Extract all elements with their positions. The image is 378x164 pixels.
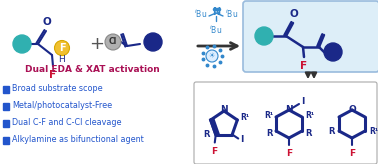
Text: F: F [286, 149, 292, 158]
Text: N: N [220, 105, 228, 114]
Text: N: N [212, 7, 220, 17]
Text: R¹: R¹ [264, 111, 273, 120]
Text: R¹: R¹ [305, 111, 314, 120]
Text: R¹: R¹ [240, 113, 249, 123]
Text: $^i$Bu: $^i$Bu [225, 8, 238, 20]
Text: F: F [301, 61, 308, 71]
FancyBboxPatch shape [243, 1, 378, 72]
Text: R: R [328, 126, 335, 135]
Text: F: F [211, 146, 217, 155]
Text: N: N [285, 104, 293, 113]
Text: $^i$Bu: $^i$Bu [194, 8, 207, 20]
Text: Dual EDA & XAT activation: Dual EDA & XAT activation [25, 65, 160, 74]
FancyBboxPatch shape [194, 82, 377, 164]
Text: O: O [290, 9, 298, 19]
Text: I: I [301, 98, 304, 106]
Bar [3, 120, 9, 126]
Text: F: F [349, 149, 355, 158]
Text: R: R [305, 129, 311, 137]
Circle shape [105, 34, 121, 50]
Bar [3, 137, 9, 144]
Text: Broad substrate scope: Broad substrate scope [12, 84, 102, 93]
Circle shape [54, 41, 70, 55]
Text: Cl: Cl [109, 38, 117, 47]
Text: O: O [43, 17, 51, 27]
Text: F: F [59, 43, 65, 53]
Text: ☀: ☀ [209, 53, 215, 59]
Text: Alkylamine as bifunctional agent: Alkylamine as bifunctional agent [12, 135, 144, 144]
Text: Dual C-F and C-Cl cleavage: Dual C-F and C-Cl cleavage [12, 118, 121, 127]
Circle shape [255, 27, 273, 45]
Circle shape [13, 35, 31, 53]
Text: R: R [266, 129, 273, 137]
Text: Metal/photocatalyst-Free: Metal/photocatalyst-Free [12, 101, 112, 110]
Bar [3, 86, 9, 92]
Circle shape [144, 33, 162, 51]
Circle shape [324, 43, 342, 61]
Text: $^i$Bu: $^i$Bu [209, 24, 223, 36]
Text: R: R [203, 130, 210, 139]
Bar [3, 103, 9, 110]
Text: I: I [240, 135, 243, 144]
Circle shape [206, 50, 218, 62]
Text: O: O [348, 104, 356, 113]
Text: F: F [50, 70, 57, 80]
Text: R¹: R¹ [369, 126, 378, 135]
Text: H: H [58, 54, 65, 63]
Text: +: + [90, 35, 104, 53]
